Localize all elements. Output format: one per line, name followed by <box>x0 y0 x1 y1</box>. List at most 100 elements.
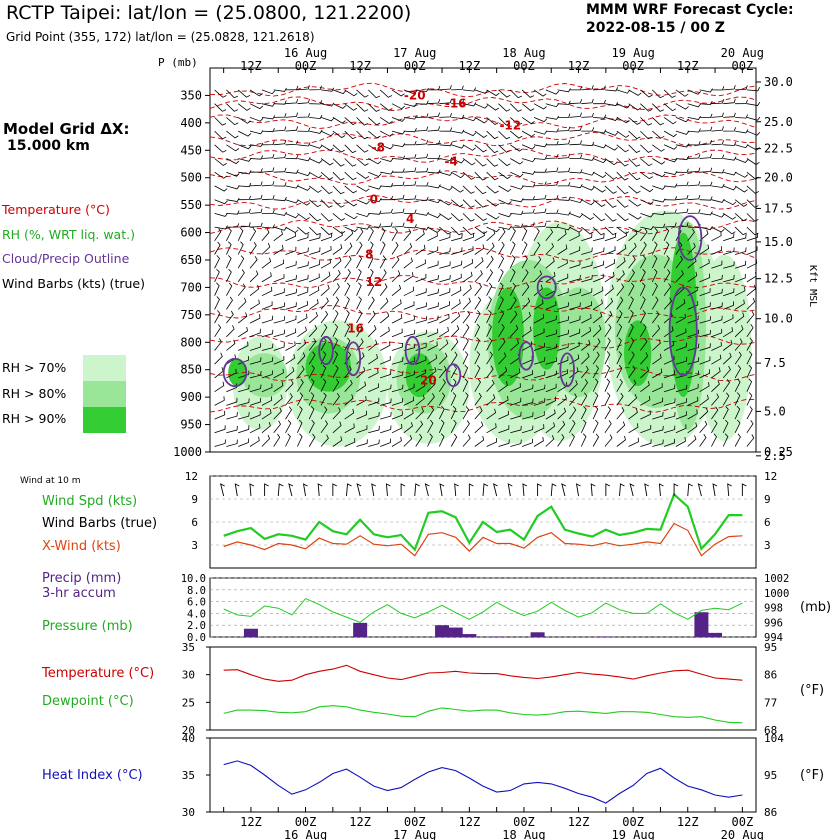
wind-barb-742 <box>285 302 297 310</box>
precip-bar-0 <box>243 628 258 637</box>
wind-barb-295 <box>439 171 453 176</box>
temperature-label: Temperature (°C) <box>42 666 155 681</box>
wind-barb-1101 <box>722 392 730 406</box>
wind-barb-656 <box>356 268 362 283</box>
wind-barb-382 <box>380 195 394 201</box>
wind-barb-144 <box>285 126 299 132</box>
wind-barb-372 <box>261 195 275 201</box>
wind-barb-275 <box>746 158 760 166</box>
wind-barb-922 <box>238 356 249 365</box>
wind-barb-203 <box>439 142 453 147</box>
pressure-tick-label-400: 400 <box>180 116 202 130</box>
wind-barb-149 <box>344 130 357 140</box>
top-date-label-0: 16 Aug <box>284 46 327 60</box>
wind-barb-1089 <box>580 392 588 406</box>
wind-barb-106 <box>379 117 393 124</box>
wind-barb-552 <box>214 241 221 255</box>
wind-barb-444 <box>569 213 583 218</box>
wind-barb-879 <box>273 342 285 351</box>
wind-barb-1167 <box>415 420 424 434</box>
height-tick-label-11: 0.25 <box>764 445 793 459</box>
wind-barb-987 <box>462 364 469 379</box>
wind-barb-336 <box>380 183 394 188</box>
wind-barb-86 <box>687 103 702 108</box>
wind-barb-809 <box>533 313 545 324</box>
wind-barb-681 <box>651 268 658 283</box>
wind-barb-1078 <box>450 392 457 406</box>
wind-barb-32 <box>593 85 606 91</box>
cloud-outline-7 <box>559 352 575 388</box>
wind-barb-9 <box>320 87 335 92</box>
wind-barb-578 <box>521 241 528 255</box>
wind-barb-33 <box>604 87 619 92</box>
wind-barb-66 <box>451 100 464 105</box>
surface-wind-barb-12 <box>385 483 391 497</box>
precip-panel-frame <box>209 577 757 638</box>
wind-barb-725 <box>628 282 635 296</box>
wind-barb-791 <box>320 310 329 324</box>
wind-barb-568 <box>403 242 413 255</box>
wind-barb-684 <box>687 271 698 283</box>
wind-barb-222 <box>663 144 678 150</box>
wind-barb-170 <box>593 129 607 134</box>
wind-barb-745 <box>320 297 329 310</box>
wind-barb-1028 <box>403 383 415 393</box>
wind-barb-146 <box>309 129 323 134</box>
wind-barb-308 <box>592 171 607 178</box>
wind-barb-1015 <box>249 384 262 393</box>
wind-barb-773 <box>651 296 659 310</box>
wind-barb-187 <box>249 142 264 147</box>
wind-barb-93 <box>226 117 239 126</box>
wind-barb-1093 <box>628 394 638 406</box>
wind-barb-1108 <box>261 409 272 420</box>
wind-barb-49 <box>249 103 264 110</box>
wind-barb-493 <box>604 226 617 236</box>
wind-barb-846 <box>427 328 439 338</box>
pressure-tick-label-950: 950 <box>180 418 202 432</box>
wind-barb-1171 <box>462 420 470 434</box>
wind-barb-419 <box>273 211 287 216</box>
wind-barb-270 <box>687 154 701 159</box>
wind-barb-1043 <box>580 379 588 392</box>
station-title: RCTP Taipei: lat/lon = (25.0800, 121.220… <box>6 2 412 24</box>
wind-barb-289 <box>368 171 382 177</box>
wind-barb-927 <box>297 352 306 365</box>
wind-ytick-left-12: 12 <box>185 470 198 483</box>
wind-barb-297 <box>462 171 476 180</box>
wind-barb-1152 <box>238 425 250 434</box>
wind-barb-266 <box>640 158 653 167</box>
wind-barb-482 <box>474 226 488 235</box>
wind-barb-623 <box>509 255 516 269</box>
surface-wind-barb-30 <box>629 483 635 497</box>
wind-barb-281 <box>273 167 287 173</box>
wind-barb-595 <box>723 247 735 255</box>
wind-barb-865 <box>652 324 661 338</box>
wind-barb-102 <box>332 117 346 124</box>
wind-barb-483 <box>486 226 500 233</box>
wind-barb-647 <box>249 270 259 283</box>
isotherm-line-2 <box>209 114 757 129</box>
wind-barb-138 <box>214 130 227 140</box>
wind-barb-1096 <box>663 398 676 406</box>
wind-barb-1219 <box>486 437 498 447</box>
wind-barb-1143 <box>675 411 687 420</box>
wind-barb-147 <box>320 130 335 137</box>
wind-barb-828 <box>214 324 222 338</box>
wind-barb-1102 <box>734 392 741 406</box>
wind-barb-767 <box>581 301 592 310</box>
surface-wind-barb-10 <box>356 483 362 497</box>
wind-barb-524 <box>427 231 438 242</box>
wind-barb-201 <box>415 139 429 146</box>
wind-barb-56 <box>332 103 346 109</box>
pressure-tick-label-750: 750 <box>180 308 202 322</box>
wind-barb-616 <box>427 260 439 269</box>
cloud-outline-8 <box>677 215 703 261</box>
wind-barb-621 <box>486 255 494 269</box>
wind-barb-984 <box>427 367 437 379</box>
wind-barb-1051 <box>675 384 688 393</box>
wind-barb-1035 <box>486 379 495 392</box>
wind-barb-16 <box>403 89 418 95</box>
wind-barb-544 <box>663 227 670 241</box>
wind-barb-739 <box>249 299 260 310</box>
